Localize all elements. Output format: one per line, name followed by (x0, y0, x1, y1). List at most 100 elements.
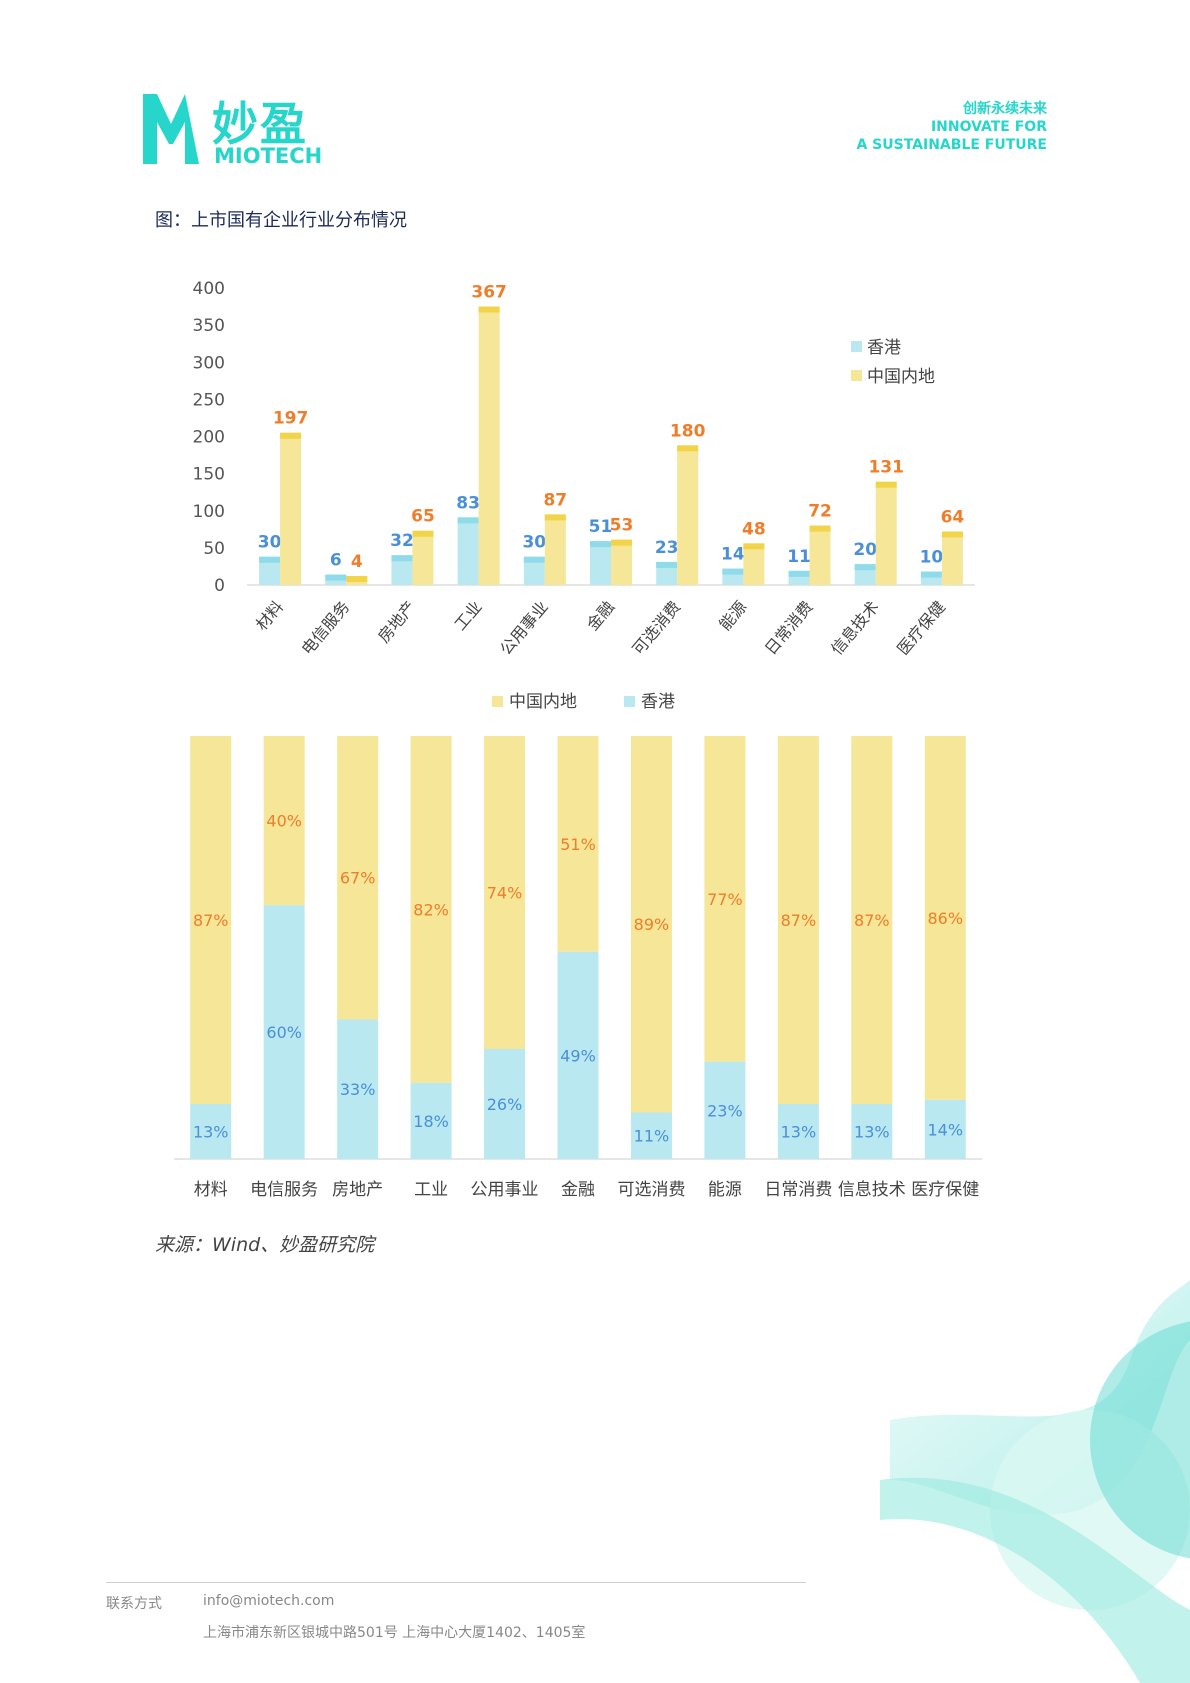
bar-mainland (875, 481, 897, 585)
data-label: 87% (193, 911, 229, 930)
bar-hk (924, 1099, 966, 1159)
x-tick-label: 工业 (414, 1180, 448, 1200)
data-label: 51 (589, 517, 613, 537)
bar-cap (391, 555, 413, 562)
data-label: 65 (411, 507, 435, 527)
bar-mainland (544, 514, 566, 585)
y-tick-label: 400 (193, 279, 225, 299)
data-label: 197 (273, 409, 309, 429)
bar-cap (854, 564, 876, 571)
bar-mainland (557, 736, 599, 952)
y-tick-label: 50 (203, 539, 225, 559)
y-tick-label: 350 (193, 316, 225, 336)
data-label: 14% (927, 1120, 963, 1139)
bar-mainland (410, 736, 452, 1083)
data-label: 60% (266, 1023, 302, 1042)
data-label: 87 (543, 490, 567, 510)
bar-hk (557, 951, 599, 1159)
contact-email[interactable]: info@miotech.com (203, 1593, 335, 1609)
legend-swatch-mainland (492, 696, 503, 707)
data-label: 89% (634, 915, 670, 934)
data-label: 18% (413, 1112, 449, 1131)
bar-cap (259, 556, 281, 563)
bar-mainland (677, 445, 699, 585)
data-label: 53 (610, 516, 634, 536)
bar-hk (391, 555, 413, 585)
bar-mainland (190, 736, 232, 1105)
decorative-wave-graphic (880, 1280, 1190, 1683)
y-tick-label: 200 (193, 428, 225, 448)
data-label: 48 (742, 519, 766, 539)
legend-swatch-mainland (851, 370, 862, 381)
bar-mainland (337, 736, 379, 1020)
y-tick-label: 0 (214, 576, 225, 596)
bar-hk (337, 1019, 379, 1159)
bar-mainland (263, 736, 305, 906)
stacked-bar-chart: 87% 13% 材料 40% 60% 电信服务 67% 33% 房地产 82% 18% 工业 74% 26… (174, 692, 982, 1200)
bar-cap (656, 561, 678, 568)
bar-mainland (484, 736, 526, 1050)
bar-hk (523, 556, 545, 585)
y-tick-label: 150 (193, 465, 225, 485)
bar-hk (704, 1061, 746, 1159)
bar-hk (190, 1104, 232, 1159)
x-tick-label: 信息技术 (838, 1180, 906, 1200)
bar-hk (590, 541, 611, 585)
data-label: 131 (868, 458, 904, 478)
data-label: 23% (707, 1101, 743, 1120)
bar-hk (630, 1112, 672, 1159)
bar-cap (875, 481, 897, 488)
data-label: 40% (266, 812, 302, 831)
bar-cap (280, 432, 302, 439)
bar-cap (677, 445, 699, 452)
bar-cap (590, 541, 611, 548)
data-label: 77% (707, 890, 743, 909)
y-tick-label: 300 (193, 353, 225, 373)
legend-label-hk: 香港 (867, 338, 901, 358)
bar-cap (743, 543, 765, 550)
bar-mainland (851, 736, 893, 1105)
data-label: 13% (193, 1123, 229, 1142)
bar-mainland (280, 432, 302, 585)
x-tick-label: 房地产 (332, 1180, 383, 1200)
bar-cap (457, 517, 479, 524)
data-label: 32 (390, 531, 414, 551)
data-label: 64 (941, 507, 965, 527)
x-tick-label: 材料 (194, 1180, 228, 1200)
bar-cap (325, 574, 347, 581)
x-tick-label: 日常消费 (764, 1180, 832, 1200)
data-label: 13% (781, 1123, 817, 1142)
figure-title: 图：上市国有企业行业分布情况 (155, 210, 407, 231)
contact-label: 联系方式 (106, 1596, 162, 1612)
bar-cap (412, 530, 434, 537)
bar-cap (920, 571, 942, 578)
bar-mainland (630, 736, 672, 1113)
bar-hk (259, 556, 281, 585)
data-label: 86% (927, 909, 963, 928)
data-label: 83 (456, 493, 480, 513)
data-label: 11 (787, 547, 811, 567)
data-label: 82% (413, 900, 449, 919)
data-label: 13% (854, 1123, 890, 1142)
x-tick-label: 能源 (708, 1180, 742, 1200)
legend-label-mainland: 中国内地 (509, 692, 577, 712)
bar-cap (611, 539, 632, 546)
legend-swatch-hk (624, 696, 635, 707)
logo-text-cn: 妙盈 (212, 97, 308, 151)
bar-cap (722, 568, 744, 575)
source-note: 来源：Wind、妙盈研究院 (155, 1234, 375, 1256)
bar-mainland (809, 525, 831, 585)
data-label: 14 (721, 545, 745, 565)
x-tick-label: 医疗保健 (911, 1180, 979, 1200)
bar-mainland (611, 539, 632, 585)
bar-mainland (924, 736, 966, 1100)
bar-hk (777, 1104, 819, 1159)
logo-text-en: MIOTECH (214, 144, 323, 168)
slogan-en-1: INNOVATE FOR (930, 119, 1047, 135)
bar-hk (851, 1104, 893, 1159)
contact-address: 上海市浦东新区银城中路501号 上海中心大厦1402、1405室 (203, 1625, 586, 1641)
bar-cap (809, 525, 831, 532)
x-tick-label: 电信服务 (250, 1180, 318, 1200)
footer-divider (106, 1582, 806, 1583)
